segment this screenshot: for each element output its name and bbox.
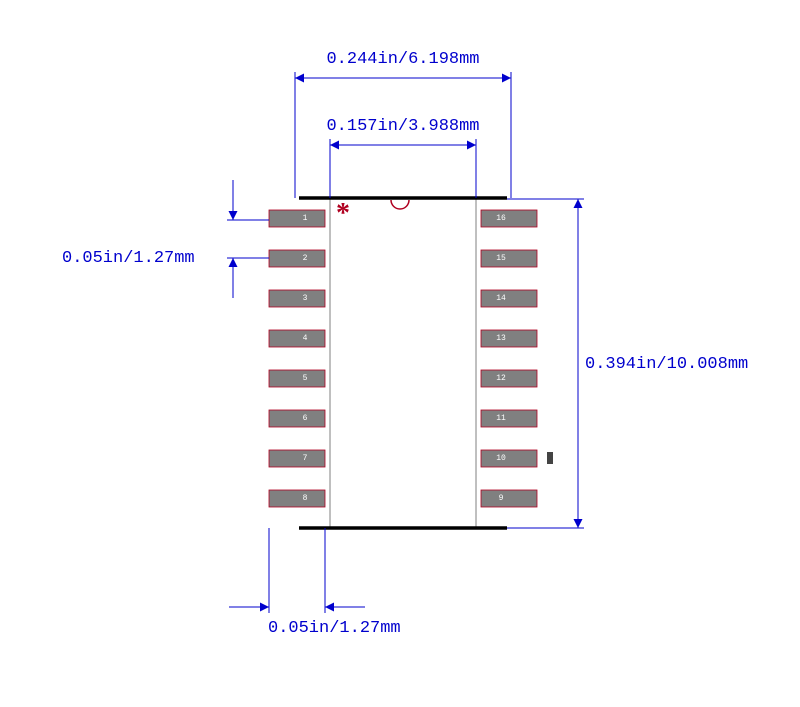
pad-10	[481, 450, 537, 467]
pad-3	[269, 290, 325, 307]
arrow-icon	[229, 258, 238, 267]
pad-6	[269, 410, 325, 427]
pad-7	[269, 450, 325, 467]
pad-14	[481, 290, 537, 307]
ic-package-drawing: *123456781615141312111090.244in/6.198mm0…	[0, 0, 800, 707]
pin-label-12: 12	[496, 374, 506, 383]
pin-label-4: 4	[303, 334, 308, 343]
pad-8	[269, 490, 325, 507]
pin-label-10: 10	[496, 454, 506, 463]
pad-9	[481, 490, 537, 507]
pin-label-9: 9	[499, 494, 504, 503]
pin-label-2: 2	[303, 254, 308, 263]
pad-5	[269, 370, 325, 387]
pin-label-14: 14	[496, 294, 506, 303]
pad-16	[481, 210, 537, 227]
pin-label-5: 5	[303, 374, 308, 383]
arrow-icon	[574, 199, 583, 208]
arrow-icon	[502, 74, 511, 83]
pin1-notch-icon	[391, 200, 409, 209]
pad-1	[269, 210, 325, 227]
arrow-icon	[295, 74, 304, 83]
arrow-icon	[467, 141, 476, 150]
aux-marker	[547, 452, 553, 464]
dim-outer-width-label: 0.244in/6.198mm	[326, 50, 479, 69]
pin-label-3: 3	[303, 294, 308, 303]
arrow-icon	[229, 211, 238, 220]
pad-13	[481, 330, 537, 347]
pin-label-8: 8	[303, 494, 308, 503]
pad-15	[481, 250, 537, 267]
dim-height-label: 0.394in/10.008mm	[585, 355, 748, 374]
pin-label-6: 6	[303, 414, 308, 423]
arrow-icon	[260, 603, 269, 612]
arrow-icon	[574, 519, 583, 528]
pin-label-11: 11	[496, 414, 506, 423]
pad-12	[481, 370, 537, 387]
pin-label-7: 7	[303, 454, 308, 463]
pad-4	[269, 330, 325, 347]
pin-label-16: 16	[496, 214, 506, 223]
dim-inner-width-label: 0.157in/3.988mm	[326, 117, 479, 136]
pad-2	[269, 250, 325, 267]
pad-11	[481, 410, 537, 427]
pin-label-13: 13	[496, 334, 506, 343]
dim-pitch-label: 0.05in/1.27mm	[62, 249, 195, 268]
arrow-icon	[325, 603, 334, 612]
arrow-icon	[330, 141, 339, 150]
pin-label-1: 1	[303, 214, 308, 223]
pin-label-15: 15	[496, 254, 506, 263]
dim-padwidth-label: 0.05in/1.27mm	[268, 619, 401, 638]
pin1-marker-icon: *	[336, 198, 350, 229]
